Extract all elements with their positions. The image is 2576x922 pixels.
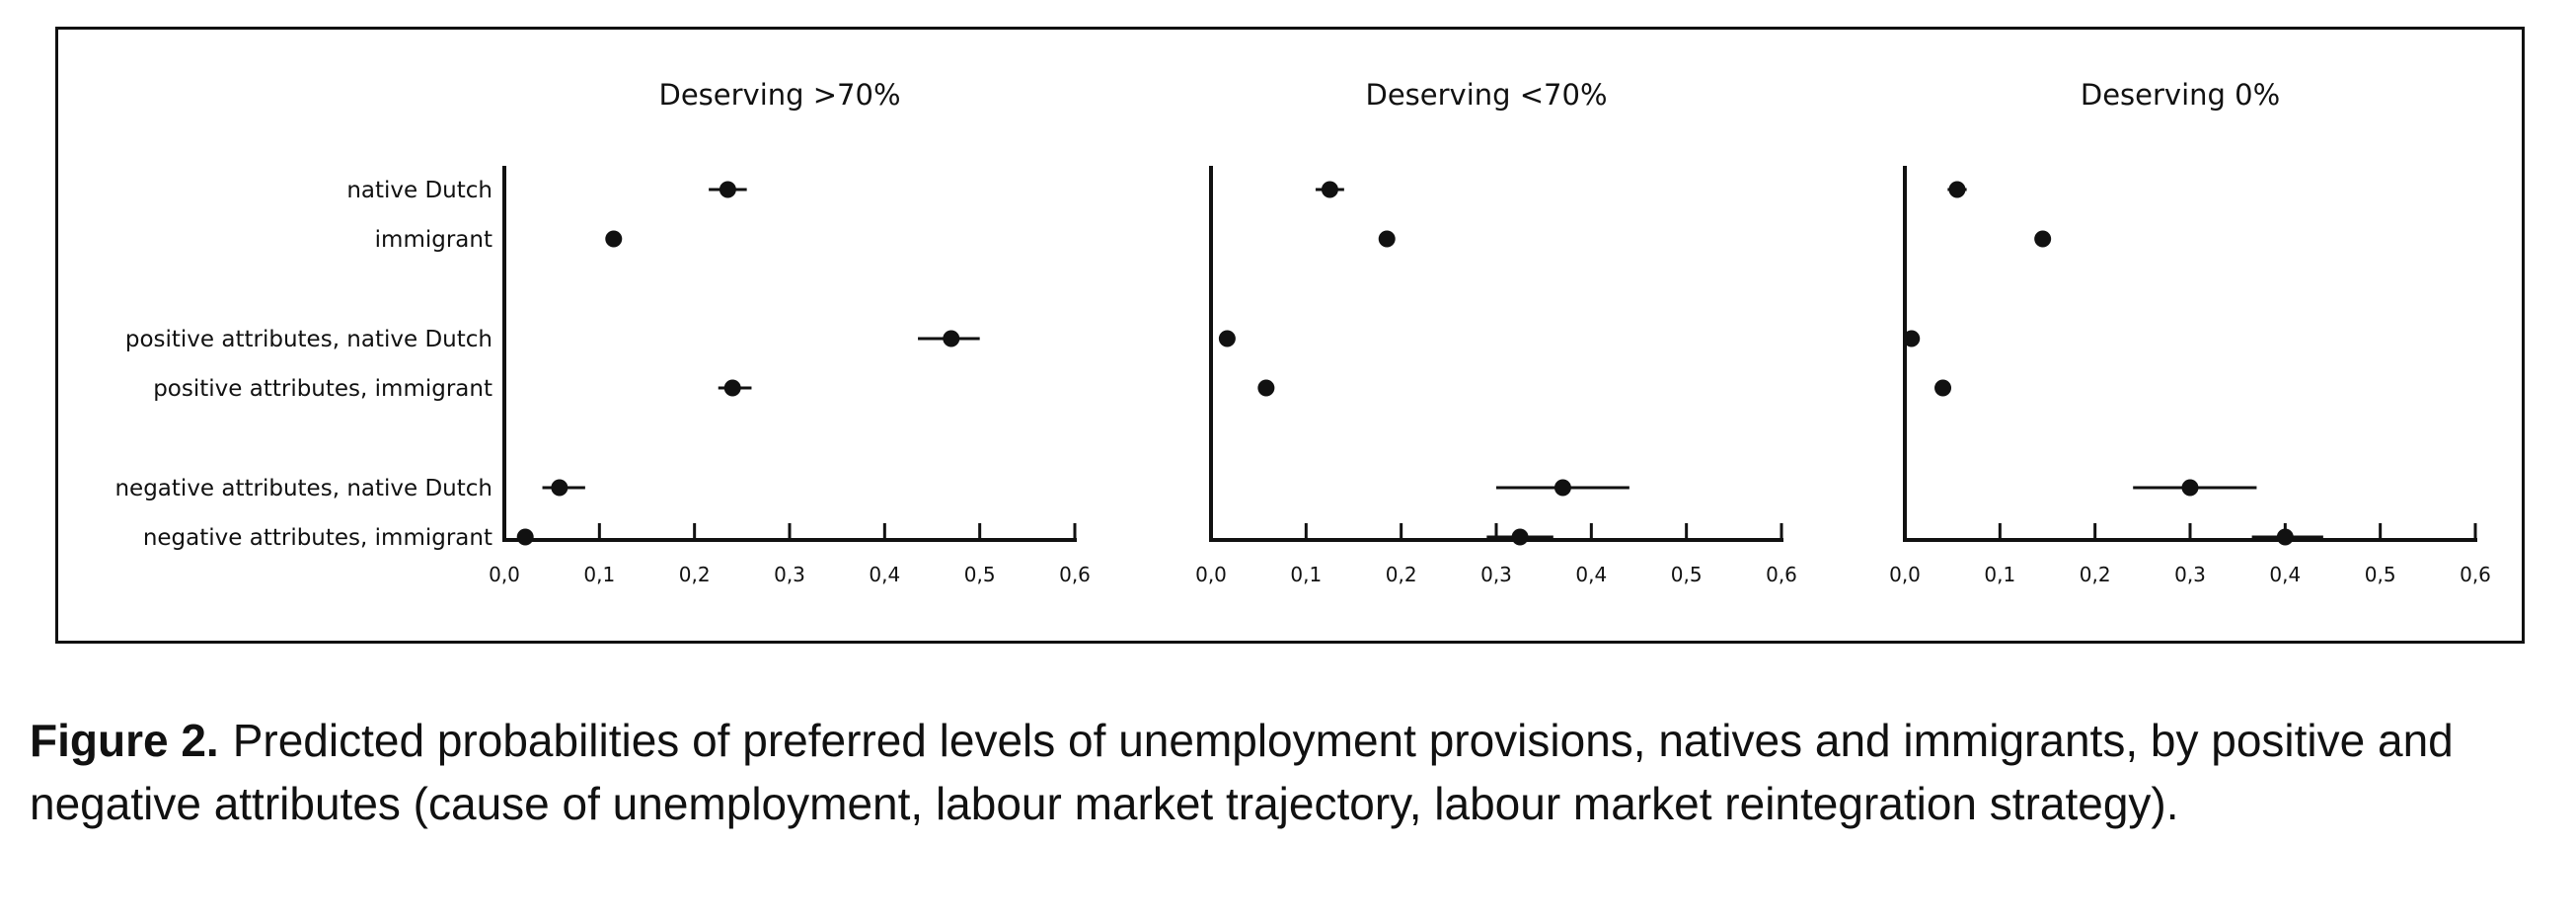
category-label: negative attributes, native Dutch [114, 476, 492, 501]
x-tick-label: 0,3 [2174, 563, 2206, 586]
data-point [1257, 379, 1275, 397]
category-label: positive attributes, native Dutch [125, 327, 492, 352]
x-tick-label: 0,5 [1671, 563, 1703, 586]
data-point [723, 379, 741, 397]
data-point [1321, 181, 1338, 198]
data-point [1934, 379, 1952, 397]
data-point [2181, 479, 2199, 497]
data-point [516, 528, 534, 546]
x-tick-label: 0,6 [1059, 563, 1091, 586]
data-point [1378, 230, 1396, 248]
category-label: immigrant [375, 227, 492, 253]
x-tick-label: 0,6 [2460, 563, 2491, 586]
caption-text: Predicted probabilities of preferred lev… [30, 715, 2454, 829]
x-tick-label: 0,6 [1766, 563, 1797, 586]
category-label: native Dutch [346, 178, 492, 203]
x-tick-label: 0,1 [583, 563, 615, 586]
x-tick-label: 0,4 [1575, 563, 1607, 586]
x-tick-label: 0,0 [1195, 563, 1227, 586]
x-tick-label: 0,1 [1984, 563, 2015, 586]
data-point [605, 230, 623, 248]
data-point [1511, 528, 1529, 546]
data-point [1553, 479, 1571, 497]
data-point [551, 479, 568, 497]
x-tick-label: 0,3 [1480, 563, 1512, 586]
x-tick-label: 0,5 [964, 563, 996, 586]
panel-title: Deserving >70% [658, 78, 900, 112]
category-label: positive attributes, immigrant [153, 376, 492, 402]
data-point [1903, 330, 1921, 347]
dot-whisker-chart: Deserving >70% 0,0 0,1 0,2 0,3 0,4 0,5 0,6 nativ… [114, 78, 2491, 586]
x-tick-label: 0,4 [869, 563, 900, 586]
category-label: negative attributes, immigrant [143, 525, 492, 551]
x-tick-label: 0,4 [2269, 563, 2301, 586]
caption-label: Figure 2. [30, 715, 219, 766]
data-point [1218, 330, 1236, 347]
panel-title: Deserving 0% [2081, 78, 2280, 112]
data-point [2276, 528, 2294, 546]
x-tick-label: 0,2 [679, 563, 711, 586]
figure-frame: Deserving >70% 0,0 0,1 0,2 0,3 0,4 0,5 0,6 nativ… [55, 27, 2525, 644]
data-point [1948, 181, 1966, 198]
x-tick-label: 0,2 [2080, 563, 2111, 586]
x-tick-label: 0,3 [774, 563, 805, 586]
x-tick-label: 0,0 [1889, 563, 1921, 586]
x-tick-label: 0,5 [2365, 563, 2396, 586]
data-point [2034, 230, 2052, 248]
data-point [719, 181, 736, 198]
x-tick-label: 0,2 [1386, 563, 1417, 586]
x-tick-label: 0,0 [489, 563, 520, 586]
x-tick-label: 0,1 [1290, 563, 1322, 586]
panel-title: Deserving <70% [1365, 78, 1607, 112]
data-point [943, 330, 960, 347]
figure-caption: Figure 2. Predicted probabilities of pref… [30, 709, 2537, 835]
